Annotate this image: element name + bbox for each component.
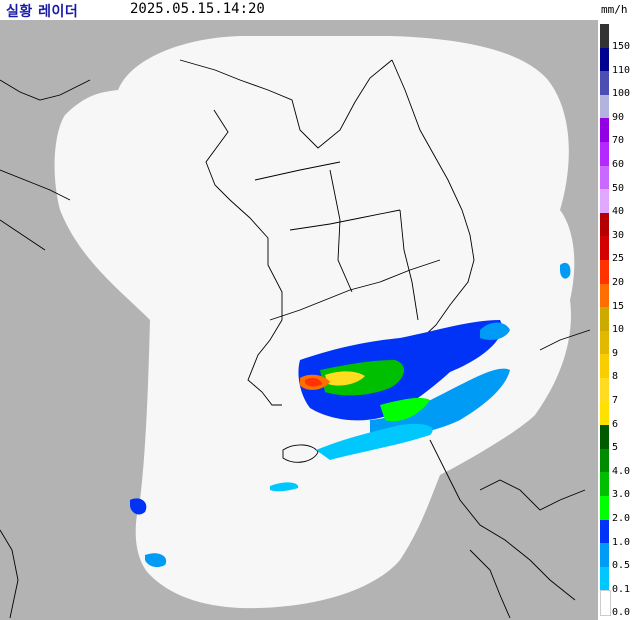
legend-label: 90 xyxy=(612,111,625,123)
legend-label: 1.0 xyxy=(612,536,631,548)
legend-swatch xyxy=(600,496,609,520)
legend-swatch xyxy=(600,94,609,119)
legend-label: 7 xyxy=(612,395,619,406)
legend-swatch xyxy=(600,260,609,284)
legend-label: 70 xyxy=(612,135,625,147)
radar-coverage-area xyxy=(54,36,575,609)
legend-label: 100 xyxy=(612,88,631,100)
observation-timestamp: 2025.05.15.14:20 xyxy=(130,1,265,17)
legend-label: 0.1 xyxy=(612,583,631,595)
rain-rate-legend xyxy=(598,20,635,620)
legend-swatch xyxy=(600,165,609,190)
legend-label: 8 xyxy=(612,371,619,383)
legend-label: 40 xyxy=(612,206,625,218)
legend-label: 110 xyxy=(612,64,631,76)
legend-label: 0.0 xyxy=(612,607,631,619)
legend-unit: mm/h xyxy=(601,3,628,16)
legend-swatch xyxy=(600,189,609,213)
legend-swatch xyxy=(600,330,609,355)
legend-label: 2.0 xyxy=(612,513,631,524)
legend-swatch xyxy=(600,307,609,331)
legend-label: 0.5 xyxy=(612,560,631,572)
legend-swatch xyxy=(600,401,609,426)
legend-label: 5 xyxy=(612,442,619,454)
legend-swatch xyxy=(600,566,609,591)
legend-swatch xyxy=(600,472,609,496)
precipitation-echo xyxy=(130,262,571,568)
legend-label: 25 xyxy=(612,253,625,265)
header-bar: 실황 레이더 2025.05.15.14:20 mm/h xyxy=(0,0,635,20)
legend-label: 150 xyxy=(612,41,631,52)
legend-swatch xyxy=(600,425,609,449)
legend-label: 50 xyxy=(612,182,625,194)
legend-swatch xyxy=(600,378,609,402)
legend-swatch xyxy=(600,236,609,260)
legend-label: 15 xyxy=(612,300,625,312)
legend-swatch xyxy=(600,47,609,72)
legend-swatch xyxy=(600,142,609,166)
radar-map xyxy=(0,20,598,620)
legend-label: 9 xyxy=(612,347,619,359)
legend-label: 4.0 xyxy=(612,465,631,477)
legend-swatch xyxy=(600,71,609,95)
legend-swatch xyxy=(600,212,609,237)
legend-swatch xyxy=(600,354,609,378)
coastline-and-borders xyxy=(0,59,591,619)
legend-label: 10 xyxy=(612,324,625,336)
page-title: 실황 레이더 xyxy=(6,4,79,20)
legend-label: 20 xyxy=(612,277,625,288)
legend-label: 60 xyxy=(612,159,625,170)
legend-swatch xyxy=(600,448,609,473)
legend-swatch xyxy=(600,590,611,616)
legend-label: 6 xyxy=(612,418,619,430)
legend-swatch xyxy=(600,24,609,48)
legend-swatch xyxy=(600,118,609,142)
legend-swatch xyxy=(600,519,609,544)
legend-swatch xyxy=(600,283,609,308)
legend-swatch xyxy=(600,543,609,567)
legend-label: 30 xyxy=(612,229,625,241)
legend-label: 3.0 xyxy=(612,489,631,501)
